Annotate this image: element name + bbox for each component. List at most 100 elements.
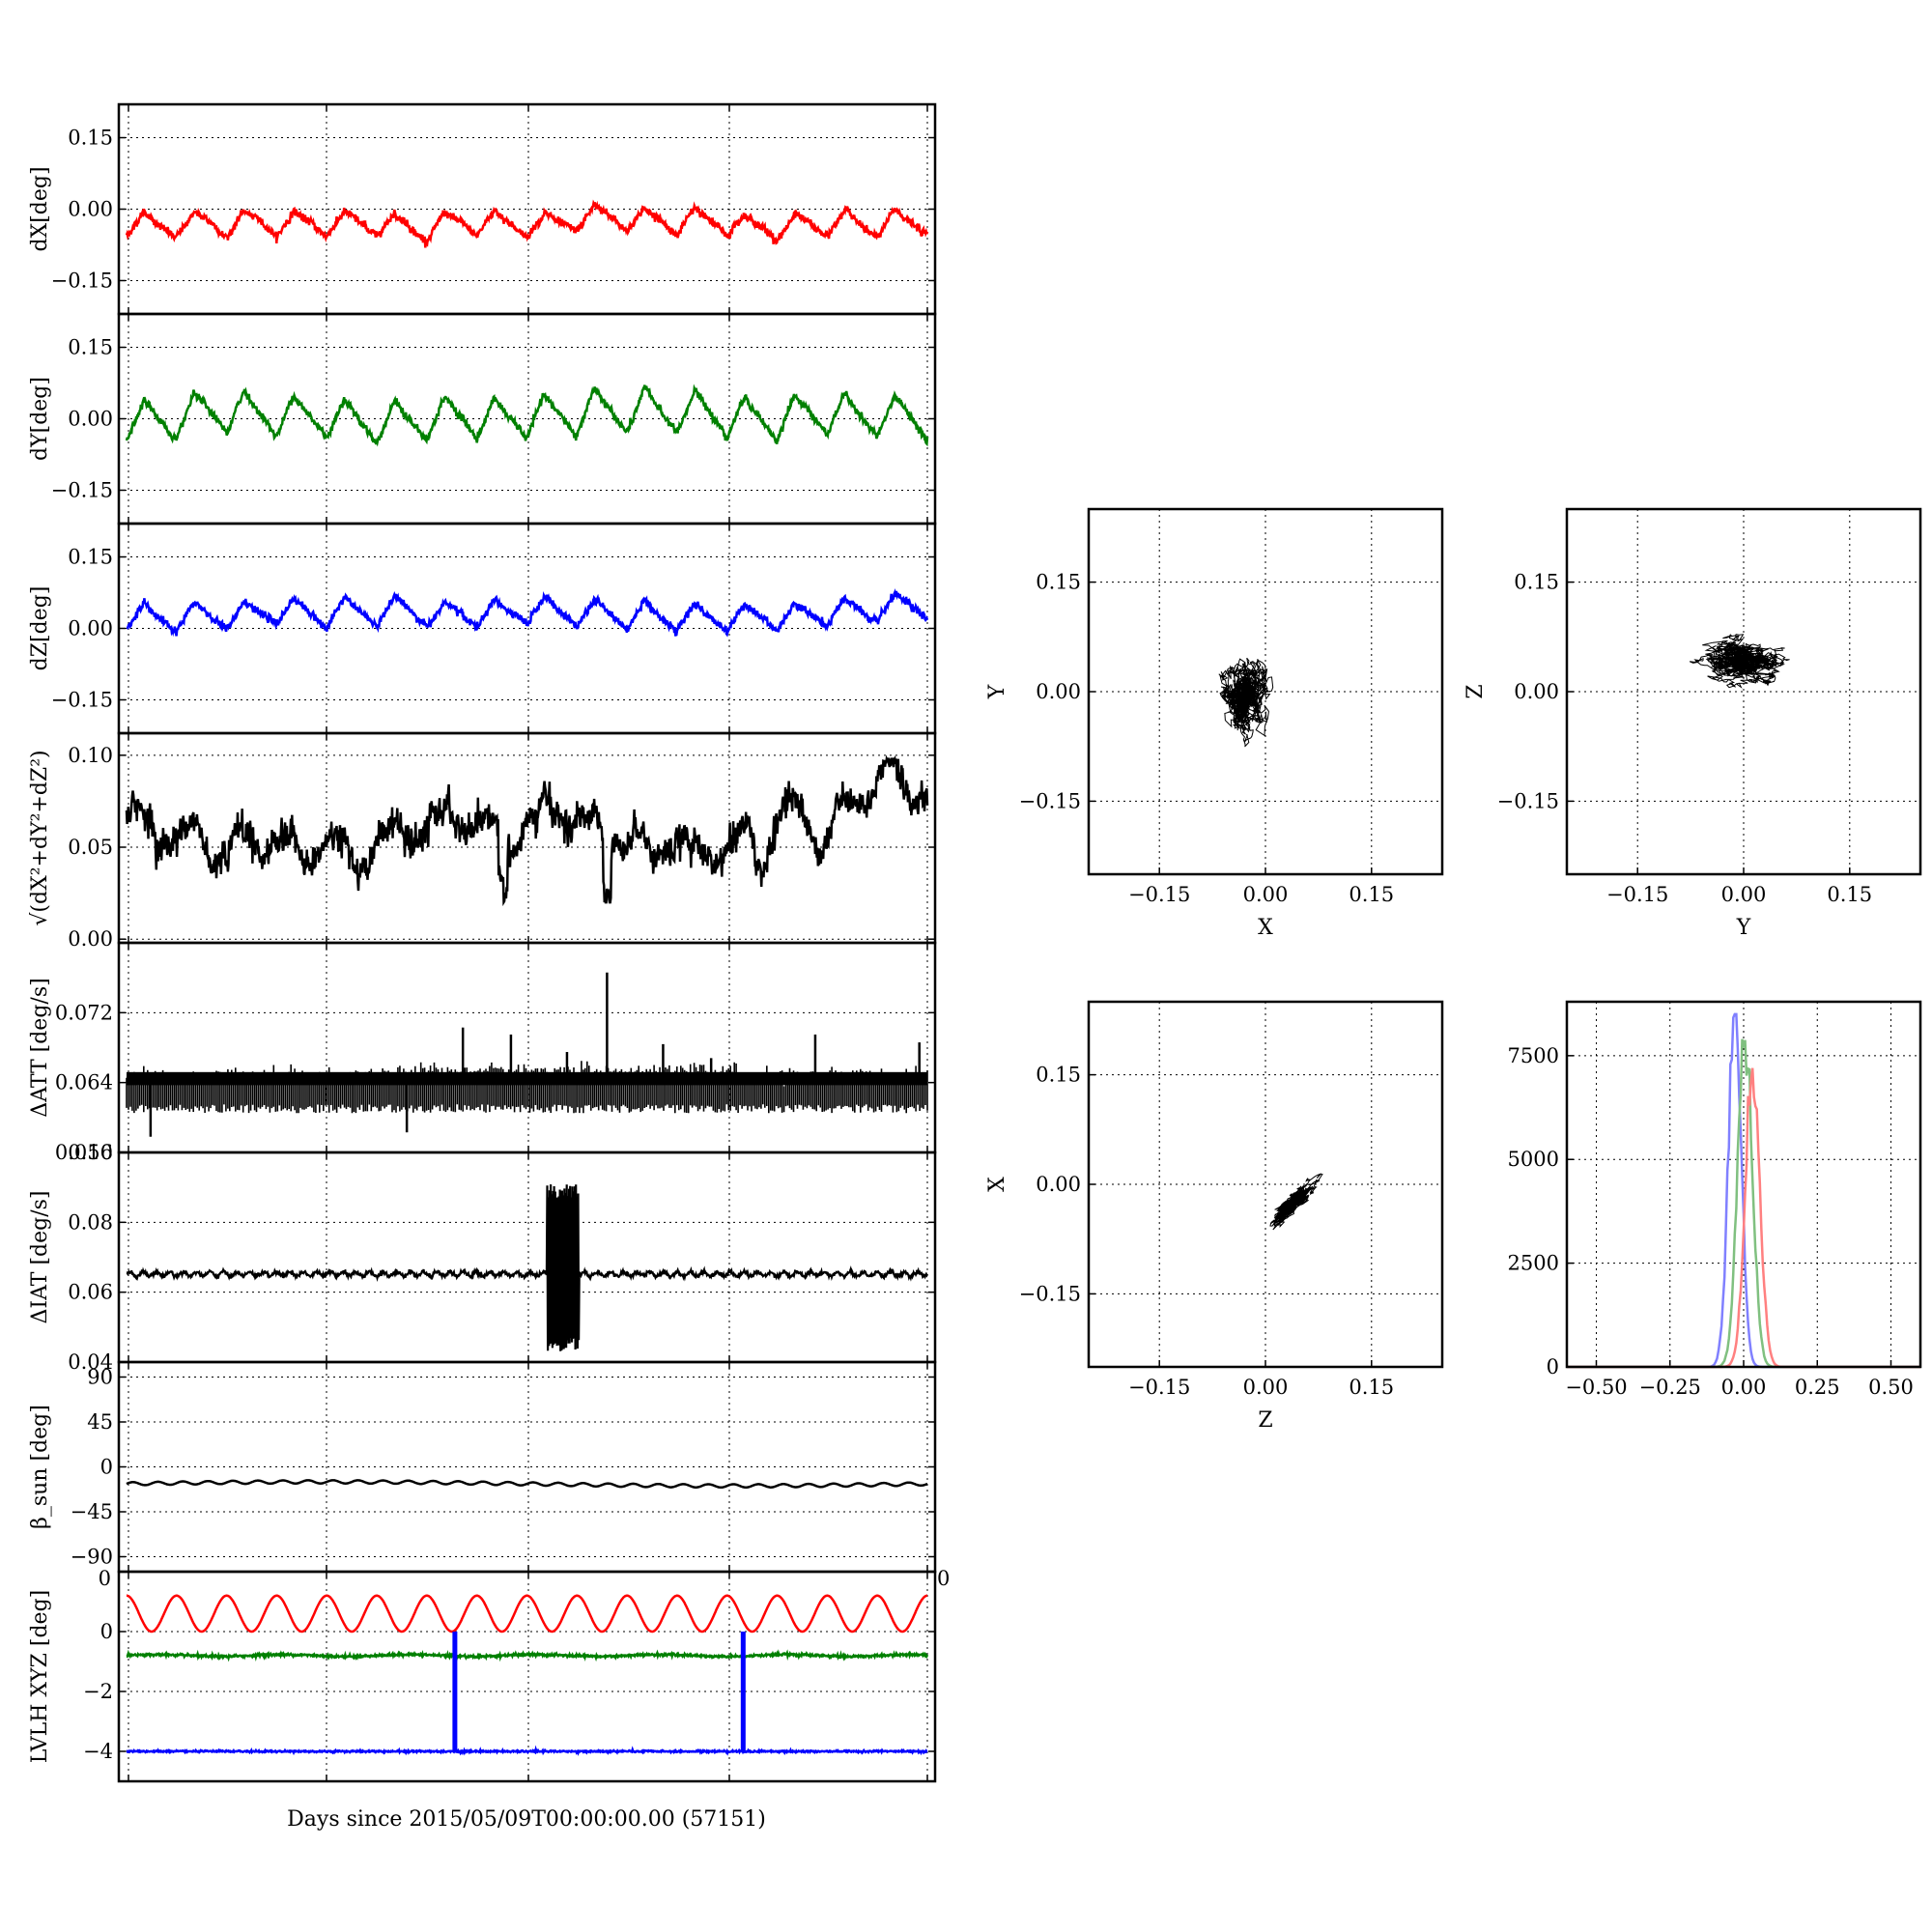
- panel-frame: [117, 1151, 937, 1364]
- y-tick-label: 0.15: [68, 546, 113, 569]
- series-line-dY: [125, 384, 929, 447]
- x-tick-label: 0.15: [1349, 1376, 1394, 1399]
- panel-dX: 0.15 0.00 −0.15 dX[deg]: [28, 102, 937, 316]
- y-tick-label: 0: [100, 1456, 113, 1479]
- x-axis-label-YZ: Y: [1736, 916, 1751, 940]
- y-tick-label: −0.15: [1019, 789, 1081, 812]
- panel-frame: [1087, 1000, 1444, 1369]
- y-axis-label-ZX: X: [985, 1177, 1009, 1192]
- y-tick-label: 90: [87, 1366, 113, 1389]
- y-tick-label: −0.15: [1019, 1282, 1081, 1305]
- x-axis-label-XY: X: [1258, 916, 1273, 940]
- y-axis-label-dX: dX[deg]: [28, 166, 52, 251]
- y-axis-label-beta: β_sun [deg]: [28, 1405, 52, 1529]
- y-tick-label: 0.00: [1036, 1173, 1081, 1196]
- panel-frame: [117, 941, 937, 1154]
- series-line-R: [125, 754, 929, 907]
- y-tick-label: −0.15: [1497, 789, 1559, 812]
- y-tick-label: 0.00: [1036, 680, 1081, 703]
- y-tick-label: 0.00: [1514, 680, 1559, 703]
- y-tick-label: −0.15: [51, 688, 113, 711]
- y-tick-label: 5000: [1508, 1148, 1559, 1171]
- y-tick-label: −0.15: [51, 478, 113, 501]
- panel-YZ: −0.15 0.15 0.00 0.00 0.15 −0.15 Y Z: [1463, 507, 1922, 940]
- panel-R: 0.10 0.05 0.00 √(dX²+dY²+dZ²): [28, 731, 937, 951]
- x-axis-label-ZX: Z: [1258, 1408, 1272, 1433]
- panel-frame: [1087, 507, 1444, 876]
- y-tick-label: −2: [83, 1680, 113, 1703]
- y-tick-label: 45: [87, 1410, 113, 1434]
- x-extra-tick-label: 0: [99, 1567, 111, 1590]
- panel-lvlh: 0 −2 −4 LVLH XYZ [deg] 0 0: [28, 1567, 950, 1783]
- y-tick-label: 0: [1547, 1355, 1559, 1378]
- y-tick-label: 0.00: [68, 198, 113, 221]
- y-tick-label: 0.00: [68, 617, 113, 640]
- y-tick-label: 0.10: [68, 744, 113, 767]
- y-tick-label: 0.15: [1036, 571, 1081, 594]
- y-tick-label: 0.08: [68, 1210, 113, 1234]
- y-tick-label: 0.15: [68, 127, 113, 150]
- series-line-lvlh-x: [127, 1594, 927, 1634]
- panel-ZX: −0.15 0.15 0.00 0.00 0.15 −0.15 Z X: [985, 1000, 1444, 1433]
- series-baseline-ATT: [127, 1071, 927, 1086]
- x-tick-label: 0.25: [1795, 1376, 1840, 1399]
- x-tick-label: 0.00: [1721, 883, 1767, 906]
- panel-XY: −0.15 0.15 0.00 0.00 0.15 −0.15 X Y: [985, 507, 1444, 940]
- y-tick-label: 0.10: [68, 1141, 113, 1164]
- x-axis-label: Days since 2015/05/09T00:00:00.00 (57151…: [287, 1807, 766, 1832]
- x-tick-label: −0.15: [1128, 1376, 1190, 1399]
- y-tick-label: 0.04: [68, 1350, 113, 1374]
- y-tick-label: 7500: [1508, 1044, 1559, 1067]
- y-tick-label: 0.15: [68, 336, 113, 359]
- y-tick-label: 0.15: [1514, 571, 1559, 594]
- y-axis-label-lvlh: LVLH XYZ [deg]: [28, 1590, 52, 1764]
- panel-frame: [1565, 1000, 1922, 1369]
- x-tick-label: 0.15: [1827, 883, 1872, 906]
- y-tick-label: 2500: [1508, 1252, 1559, 1275]
- y-axis-label-dY: dY[deg]: [28, 377, 52, 461]
- panel-hist: −0.50 −0.25 0.00 0.25 0.50 7500 5000 2500 0: [1508, 1000, 1922, 1399]
- x-tick-label: 0.50: [1868, 1376, 1914, 1399]
- y-tick-label: 0.05: [68, 836, 113, 859]
- y-tick-label: 0: [100, 1620, 113, 1643]
- y-axis-label-YZ: Z: [1463, 684, 1488, 698]
- x-tick-label: 0.00: [1243, 1376, 1289, 1399]
- series-bars-ATT: [126, 1061, 928, 1114]
- x-tick-label: −0.15: [1128, 883, 1190, 906]
- y-axis-label-dZ: dZ[deg]: [28, 586, 52, 671]
- y-axis-label-R: √(dX²+dY²+dZ²): [28, 750, 52, 925]
- x-tick-label: −0.25: [1639, 1376, 1701, 1399]
- y-tick-label: 0.056: [55, 1141, 113, 1164]
- panel-frame: [117, 1570, 937, 1783]
- y-tick-label: −0.15: [51, 269, 113, 292]
- panel-ATT: 0.072 0.064 0.056 ΔATT [deg/s]: [28, 941, 937, 1164]
- y-tick-label: 0.06: [68, 1281, 113, 1304]
- x-tick-label: 0.00: [1721, 1376, 1767, 1399]
- series-line-beta: [126, 1479, 928, 1490]
- y-axis-label-XY: Y: [985, 684, 1009, 699]
- y-axis-label-ATT: ΔATT [deg/s]: [28, 978, 52, 1117]
- scatter-trace-XY: [1218, 657, 1274, 748]
- x-tick-label: 0.00: [1243, 883, 1289, 906]
- y-axis-label-IAT: ΔIAT [deg/s]: [28, 1191, 52, 1324]
- panel-frame: [1565, 507, 1922, 876]
- y-tick-label: 0.00: [68, 408, 113, 431]
- y-tick-label: −90: [71, 1546, 113, 1569]
- panel-dZ: 0.15 0.00 −0.15 dZ[deg]: [28, 522, 937, 735]
- panels-group: 0.15 0.00 −0.15 dX[deg] 0.15 0.00 −0.15 dY[deg]…: [28, 102, 1922, 1783]
- y-tick-label: 0.15: [1036, 1064, 1081, 1087]
- x-extra-tick-label: 0: [937, 1567, 950, 1590]
- y-tick-label: 0.00: [68, 927, 113, 951]
- y-tick-label: 0.064: [55, 1071, 113, 1094]
- panel-beta: 90 45 0 −45 −90 β_sun [deg]: [28, 1360, 937, 1574]
- scatter-trace-ZX: [1269, 1173, 1323, 1231]
- series-line-IAT: [126, 1184, 928, 1351]
- series-line-lvlh-z: [126, 1745, 928, 1756]
- x-tick-label: 0.15: [1349, 883, 1394, 906]
- series-line-dX: [125, 199, 929, 248]
- panel-dY: 0.15 0.00 −0.15 dY[deg]: [28, 312, 937, 526]
- x-tick-label: −0.50: [1565, 1376, 1627, 1399]
- panel-IAT: 0.10 0.08 0.06 0.04 ΔIAT [deg/s]: [28, 1141, 937, 1374]
- y-tick-label: 0.072: [55, 1001, 113, 1024]
